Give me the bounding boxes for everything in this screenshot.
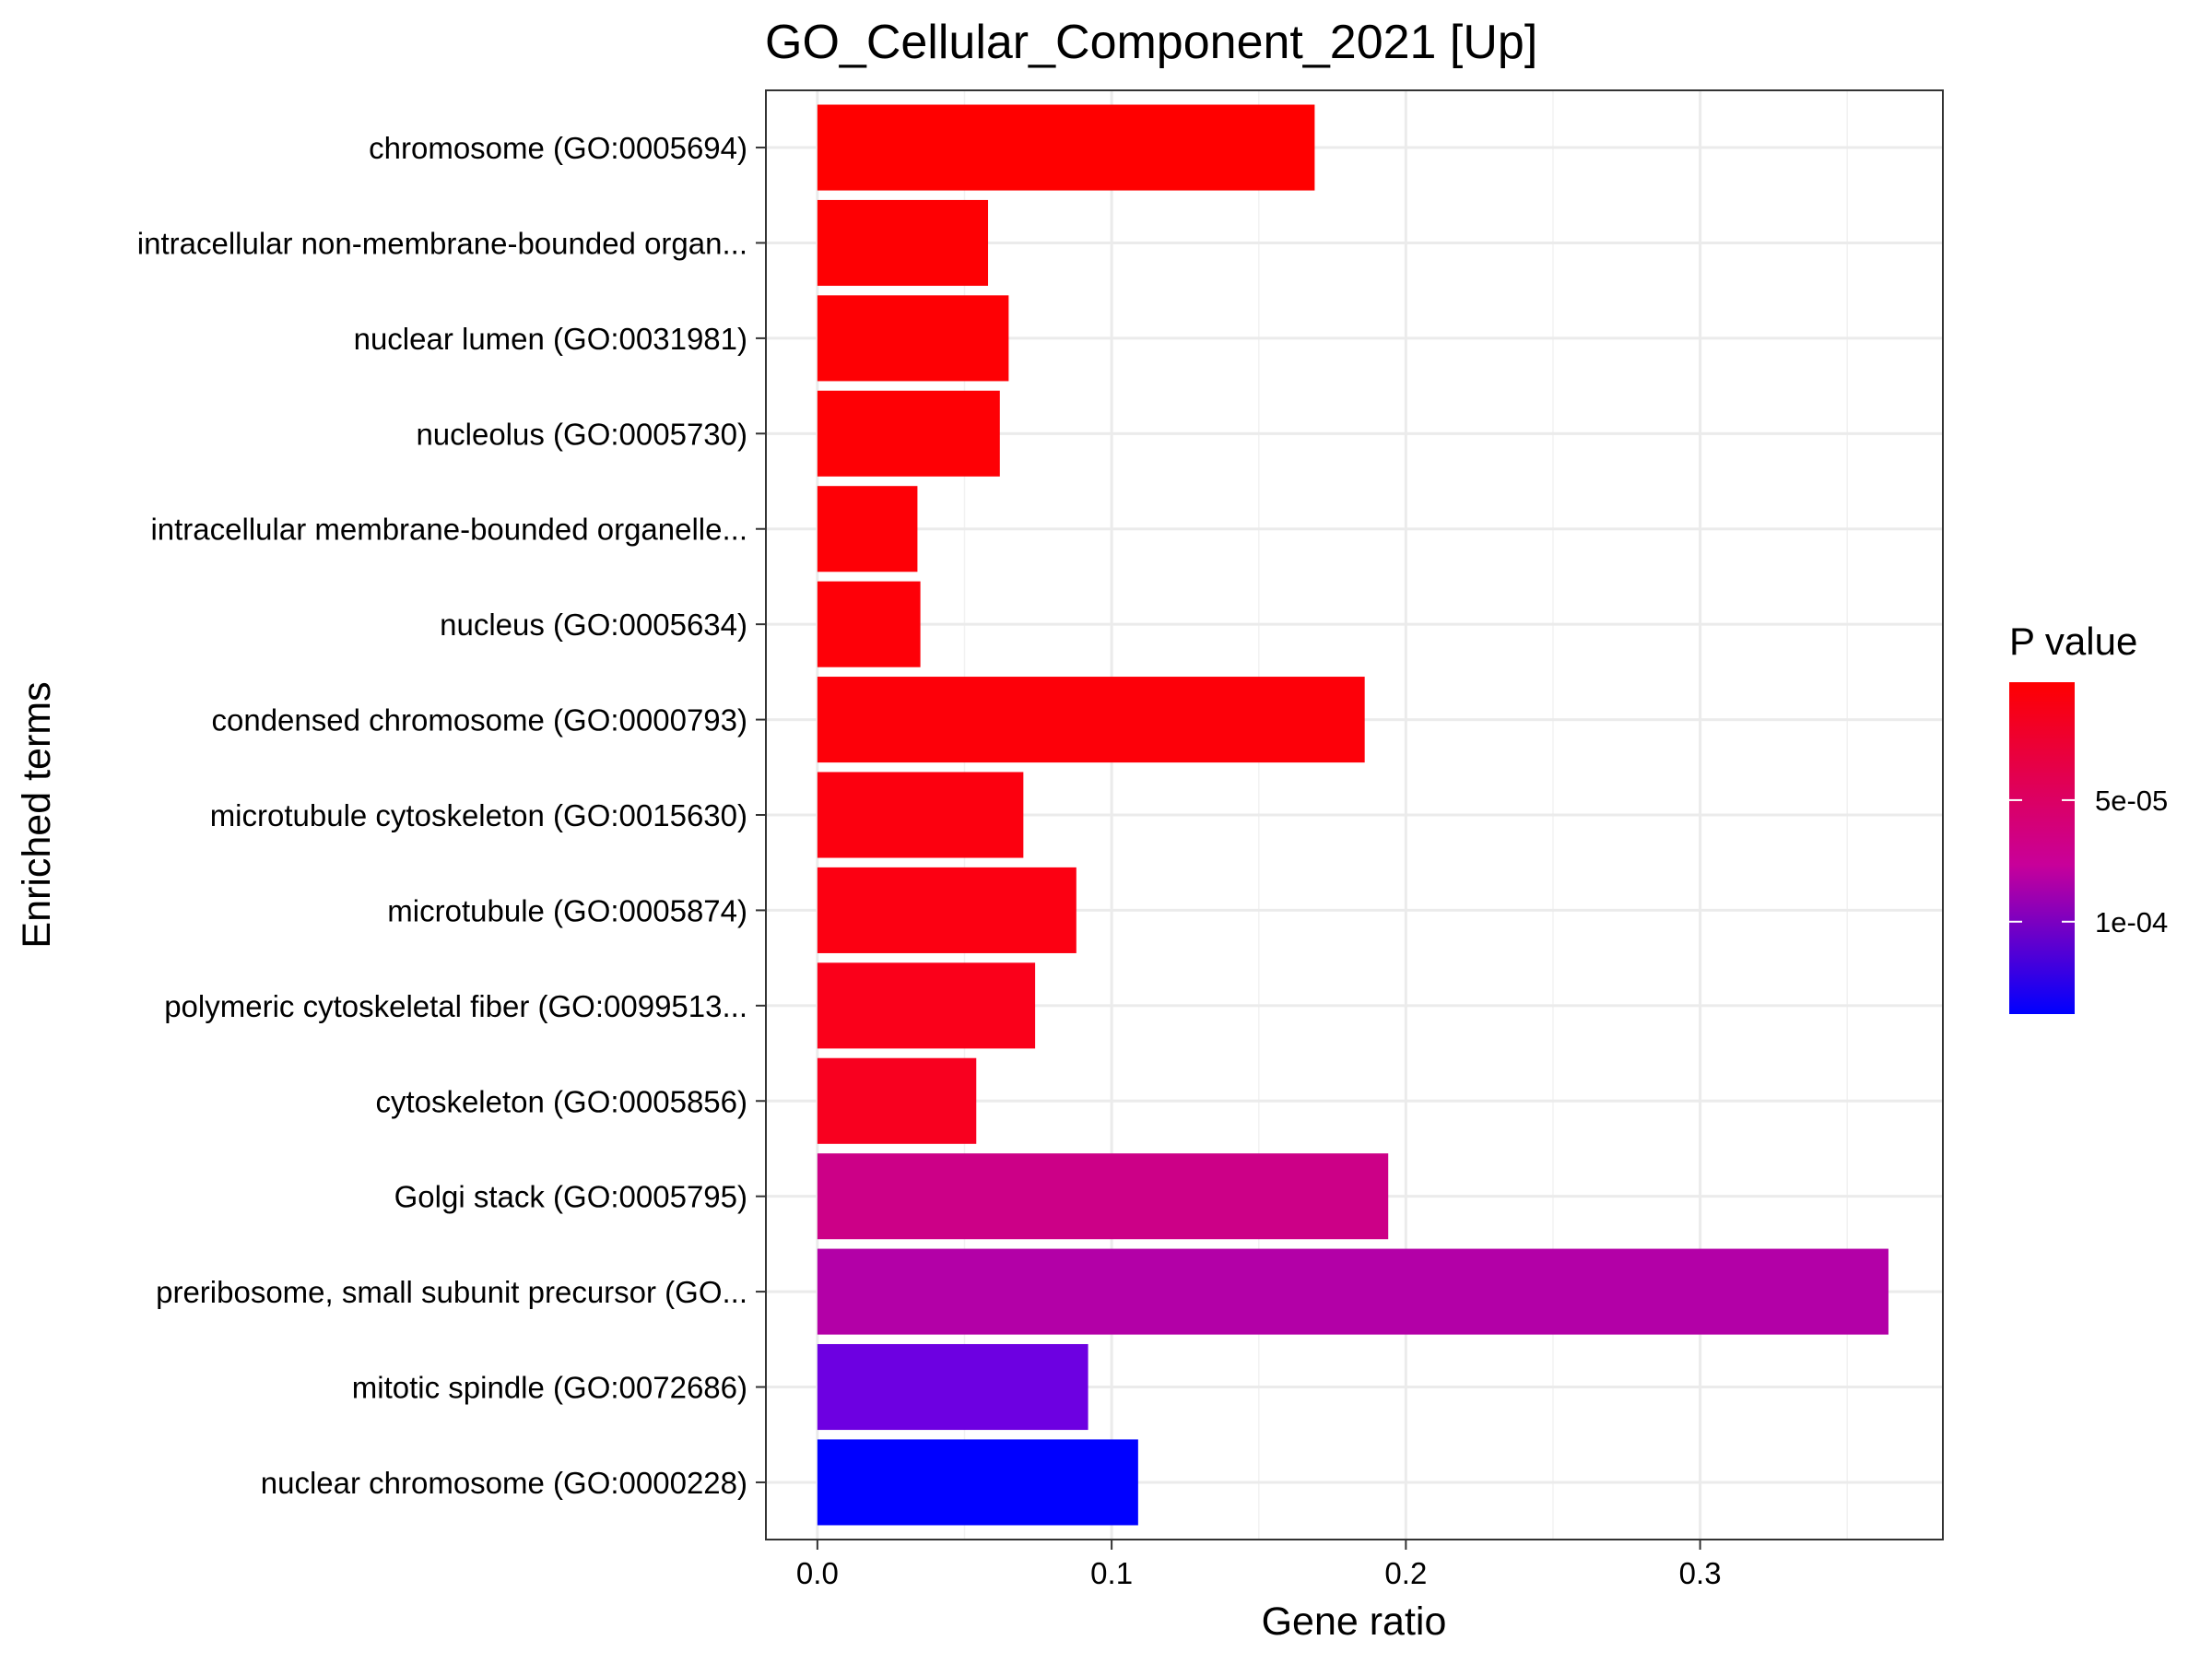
y-axis-title: Enriched terms [15, 681, 59, 948]
bar [817, 1343, 1088, 1431]
bars [817, 104, 1888, 1526]
y-tick-label: microtubule cytoskeleton (GO:0015630) [210, 798, 747, 832]
bar [817, 104, 1315, 191]
x-tick-label: 0.2 [1384, 1556, 1427, 1590]
x-tick-label: 0.3 [1679, 1556, 1722, 1590]
y-tick-label: nuclear chromosome (GO:0000228) [261, 1466, 747, 1500]
y-tick-label: nuclear lumen (GO:0031981) [354, 322, 747, 356]
x-axis-ticks: 0.0 0.1 0.2 0.3 [796, 1540, 1722, 1590]
y-tick-label: intracellular non-membrane-bounded organ… [137, 226, 747, 260]
y-tick-label: mitotic spindle (GO:0072686) [352, 1371, 747, 1405]
legend-colorbar [2009, 682, 2075, 1014]
legend-ticks: 5e-05 1e-04 [2009, 785, 2168, 938]
chart-title: GO_Cellular_Component_2021 [Up] [765, 16, 1537, 69]
bar [817, 486, 918, 572]
y-tick-label: polymeric cytoskeletal fiber (GO:0099513… [164, 989, 747, 1023]
bar [817, 295, 1009, 382]
bar [817, 1153, 1389, 1240]
bar [817, 867, 1077, 953]
y-tick-label: nucleus (GO:0005634) [440, 608, 747, 642]
bar [817, 1248, 1888, 1335]
bar [817, 772, 1024, 858]
x-tick-label: 0.0 [796, 1556, 839, 1590]
y-tick-label: nucleolus (GO:0005730) [416, 417, 747, 451]
legend-tick-label: 5e-05 [2095, 785, 2168, 817]
bar [817, 962, 1036, 1049]
y-tick-label: intracellular membrane-bounded organelle… [150, 513, 747, 547]
y-axis-ticks: chromosome (GO:0005694) intracellular non… [137, 131, 766, 1500]
legend: P value 5e-05 1e-04 [2009, 620, 2168, 1014]
bar [817, 1439, 1138, 1526]
y-tick-label: condensed chromosome (GO:0000793) [212, 703, 748, 738]
y-tick-label: microtubule (GO:0005874) [387, 893, 747, 927]
bar [817, 677, 1365, 763]
bar [817, 581, 921, 667]
bar [817, 390, 1000, 477]
legend-title: P value [2009, 620, 2137, 663]
x-axis-title: Gene ratio [1262, 1599, 1447, 1644]
y-tick-label: preribosome, small subunit precursor (GO… [156, 1275, 747, 1309]
y-tick-label: Golgi stack (GO:0005795) [394, 1180, 747, 1214]
y-tick-label: chromosome (GO:0005694) [369, 131, 747, 165]
bar [817, 199, 989, 287]
x-tick-label: 0.1 [1090, 1556, 1133, 1590]
legend-tick-label: 1e-04 [2095, 906, 2168, 938]
bar [817, 1057, 977, 1144]
y-tick-label: cytoskeleton (GO:0005856) [375, 1084, 747, 1118]
